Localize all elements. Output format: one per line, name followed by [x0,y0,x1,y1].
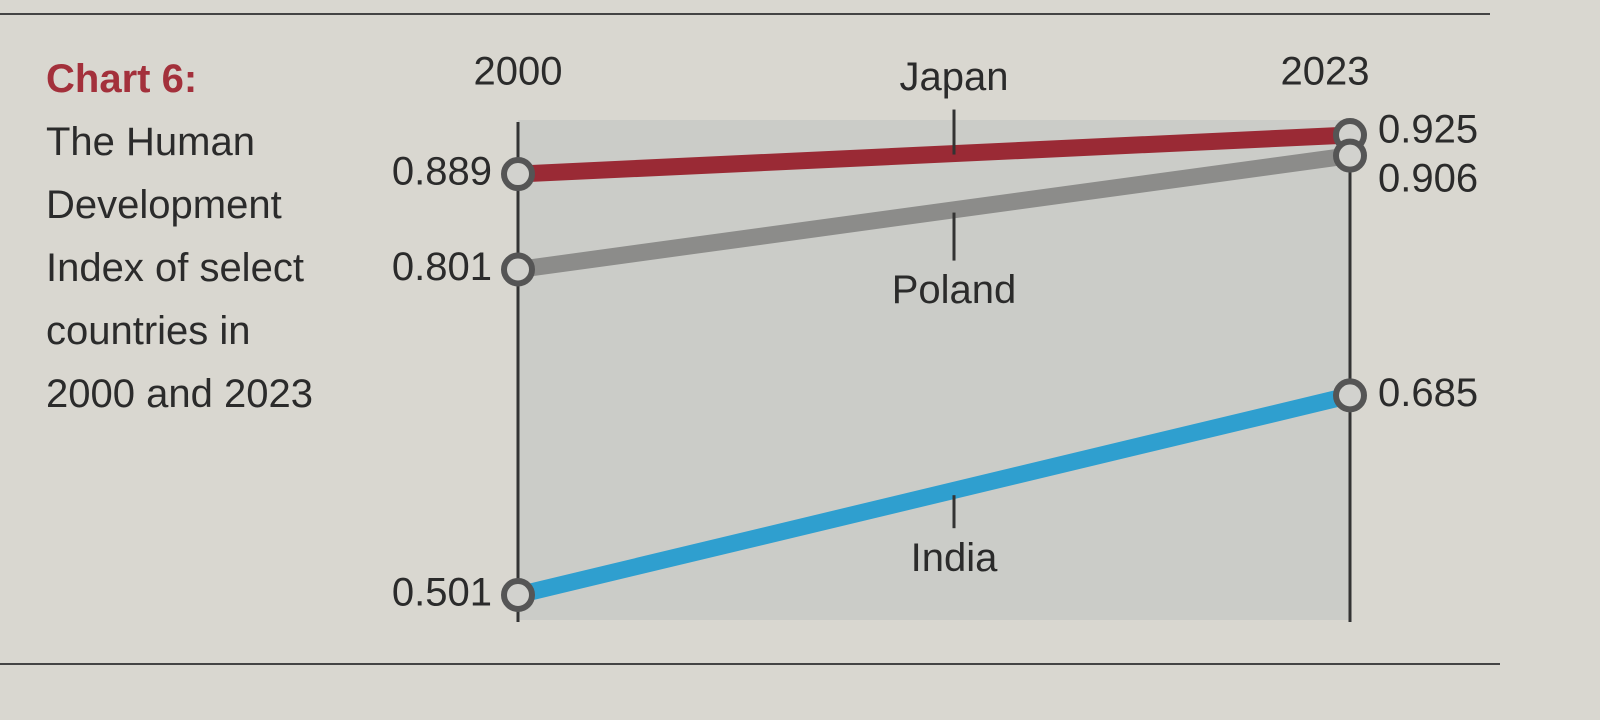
series-line [516,147,1352,278]
value-label: 0.801 [392,245,492,289]
series-label: Japan [900,55,1009,99]
x-tick-label: 2000 [474,50,563,94]
point [501,252,535,287]
plot-area [518,120,1350,620]
point [501,578,535,612]
value-label: 0.501 [392,571,492,615]
point [1333,378,1367,413]
x-tick-label: 2023 [1281,50,1370,94]
point [501,157,535,192]
series-label: Poland [892,268,1017,312]
value-label: 0.925 [1378,108,1478,152]
series-line [517,126,1351,183]
chart-title: Chart 6: [46,57,198,101]
series-line [516,387,1352,604]
value-label: 0.889 [392,150,492,194]
chart-subtitle: The Human Development Index of select co… [46,120,313,416]
value-label: 0.906 [1378,157,1478,201]
series-label: India [911,536,998,580]
point [1333,138,1367,173]
value-label: 0.685 [1378,371,1478,415]
side-text: Chart 6: The Human Development Index of … [46,48,346,426]
